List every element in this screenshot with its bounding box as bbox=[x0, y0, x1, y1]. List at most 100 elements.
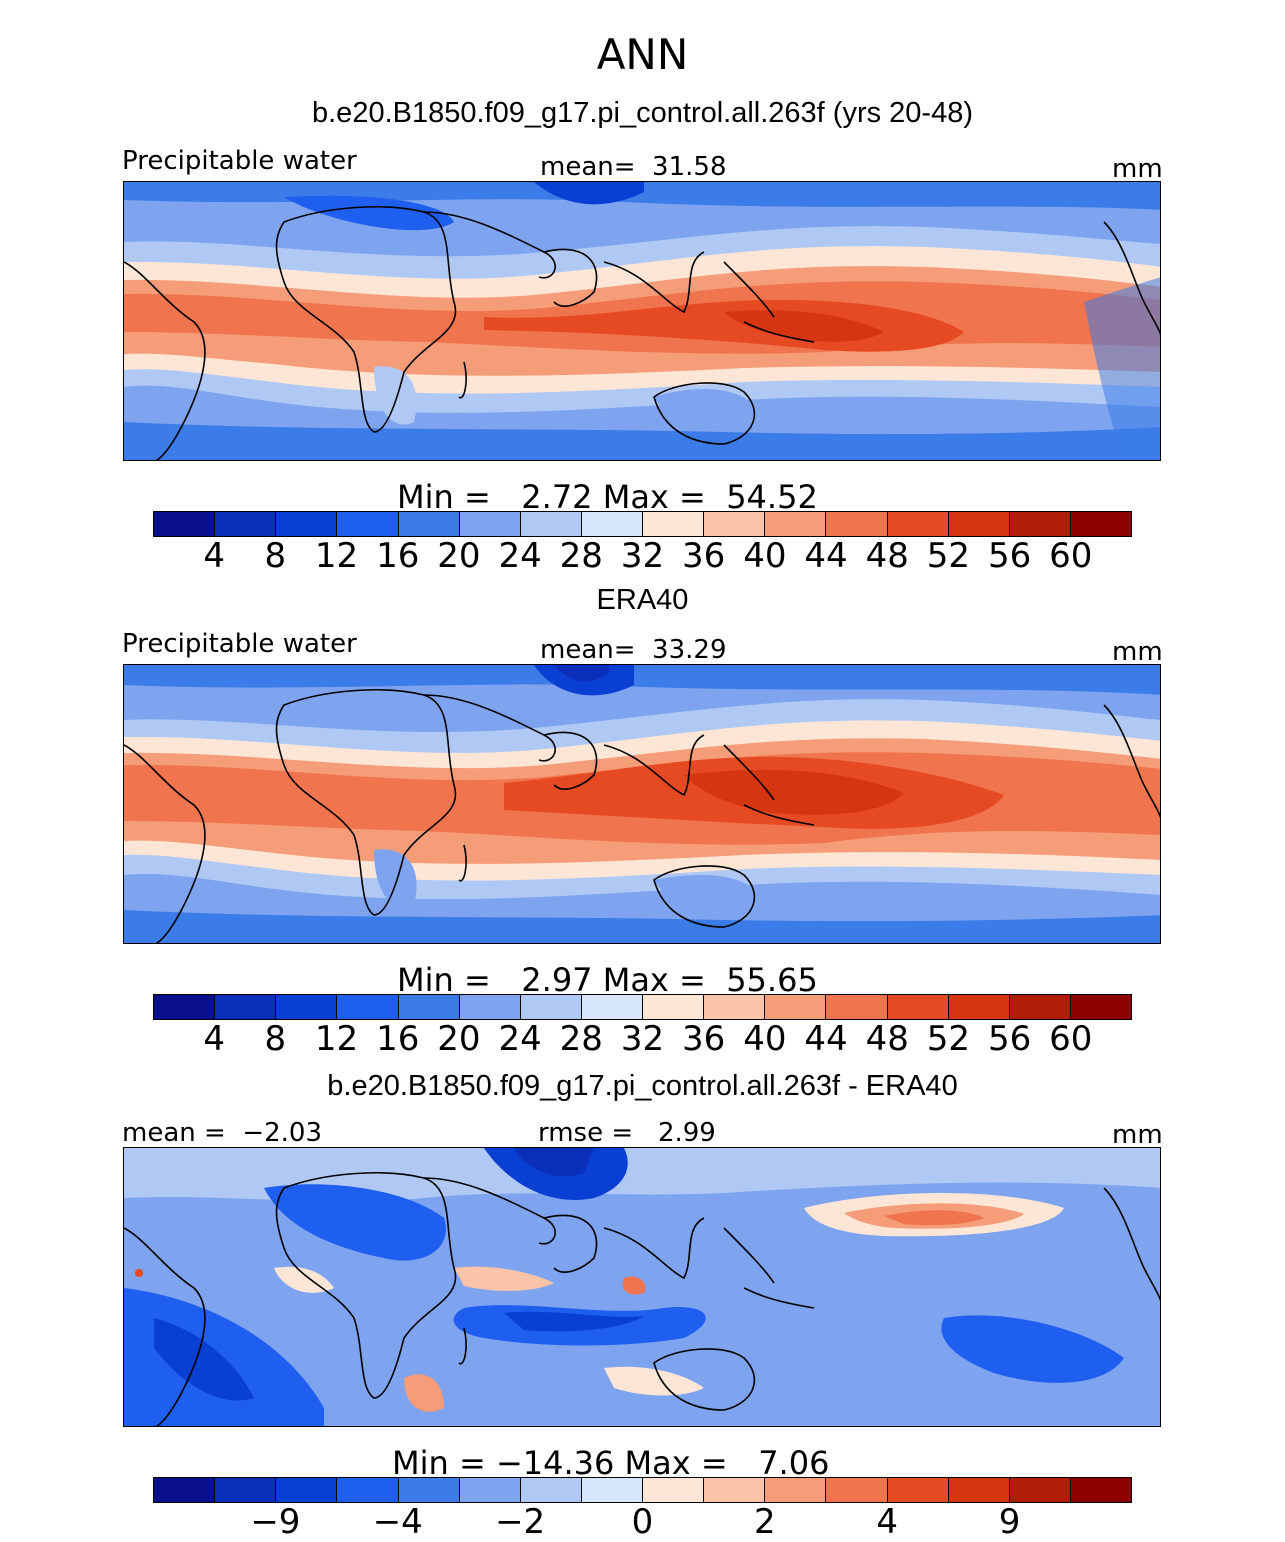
colorbar-swatch bbox=[520, 512, 582, 536]
colorbar-tick-label: 24 bbox=[498, 536, 542, 576]
panel-1-mean-label: mean= 31.58 bbox=[540, 152, 727, 182]
panel-2-case-title: ERA40 bbox=[596, 584, 689, 616]
colorbar-swatch bbox=[826, 512, 888, 536]
colorbar-swatch bbox=[154, 512, 216, 536]
panel-1-map bbox=[123, 181, 1161, 461]
panel-2-minmax: Min = 2.97 Max = 55.65 bbox=[397, 961, 818, 999]
colorbar-swatch bbox=[765, 995, 827, 1019]
panel-1-units-label: mm bbox=[1112, 154, 1163, 184]
colorbar-swatch bbox=[887, 512, 949, 536]
colorbar-swatch bbox=[154, 995, 216, 1019]
panel-2-colorbar bbox=[153, 994, 1132, 1020]
colorbar-swatch bbox=[643, 1478, 705, 1502]
colorbar-swatch bbox=[337, 512, 399, 536]
panel-3-units-label: mm bbox=[1112, 1120, 1163, 1150]
panel-1-colorbar bbox=[153, 511, 1132, 537]
panel-1-contour-field bbox=[124, 182, 1160, 460]
colorbar-swatch bbox=[1009, 1478, 1071, 1502]
colorbar-swatch bbox=[581, 1478, 643, 1502]
colorbar-swatch bbox=[459, 1478, 521, 1502]
colorbar-tick-label: 4 bbox=[203, 536, 226, 576]
colorbar-swatch bbox=[276, 512, 338, 536]
panel-3-case-title: b.e20.B1850.f09_g17.pi_control.all.263f … bbox=[327, 1070, 958, 1102]
colorbar-swatch bbox=[948, 995, 1010, 1019]
colorbar-swatch bbox=[459, 512, 521, 536]
colorbar-swatch bbox=[1070, 512, 1131, 536]
colorbar-swatch bbox=[581, 995, 643, 1019]
colorbar-tick-label: 44 bbox=[804, 536, 848, 576]
colorbar-tick-label: 24 bbox=[498, 1019, 542, 1059]
colorbar-tick-label: 32 bbox=[620, 1019, 665, 1059]
colorbar-swatch bbox=[704, 1478, 766, 1502]
colorbar-tick-label: 36 bbox=[682, 1019, 726, 1059]
colorbar-swatch bbox=[1009, 995, 1071, 1019]
colorbar-swatch bbox=[337, 1478, 399, 1502]
colorbar-swatch bbox=[765, 512, 827, 536]
colorbar-swatch bbox=[398, 995, 460, 1019]
colorbar-tick-label: 2 bbox=[754, 1502, 776, 1542]
colorbar-tick-label: 52 bbox=[926, 536, 971, 576]
panel-2-variable-label: Precipitable water bbox=[122, 629, 357, 659]
panel-3-colorbar bbox=[153, 1477, 1132, 1503]
colorbar-tick-label: 52 bbox=[926, 1019, 971, 1059]
colorbar-swatch bbox=[276, 995, 338, 1019]
colorbar-swatch bbox=[887, 995, 949, 1019]
colorbar-tick-label: 40 bbox=[743, 1019, 787, 1059]
colorbar-tick-label: 9 bbox=[998, 1502, 1021, 1542]
colorbar-tick-label: 8 bbox=[264, 1019, 287, 1059]
colorbar-tick-label: 0 bbox=[631, 1502, 654, 1542]
colorbar-swatch bbox=[520, 1478, 582, 1502]
colorbar-tick-label: 40 bbox=[743, 536, 787, 576]
colorbar-swatch bbox=[643, 512, 705, 536]
colorbar-swatch bbox=[887, 1478, 949, 1502]
panel-2-map bbox=[123, 664, 1161, 944]
colorbar-swatch bbox=[643, 995, 705, 1019]
colorbar-tick-label: 56 bbox=[987, 536, 1032, 576]
colorbar-tick-label: 60 bbox=[1049, 536, 1093, 576]
panel-3-contour-field bbox=[124, 1148, 1160, 1426]
colorbar-swatch bbox=[276, 1478, 338, 1502]
panel-1-minmax: Min = 2.72 Max = 54.52 bbox=[397, 478, 818, 516]
colorbar-swatch bbox=[520, 995, 582, 1019]
panel-2-contour-field bbox=[124, 665, 1160, 943]
colorbar-swatch bbox=[398, 1478, 460, 1502]
colorbar-tick-label: 16 bbox=[376, 536, 420, 576]
panel-3-minmax: Min = −14.36 Max = 7.06 bbox=[392, 1444, 830, 1482]
colorbar-swatch bbox=[215, 1478, 277, 1502]
colorbar-tick-label: 60 bbox=[1049, 1019, 1093, 1059]
panel-3-map bbox=[123, 1147, 1161, 1427]
colorbar-swatch bbox=[948, 1478, 1010, 1502]
colorbar-tick-label: −4 bbox=[372, 1502, 423, 1542]
colorbar-swatch bbox=[215, 995, 277, 1019]
colorbar-tick-label: 20 bbox=[437, 1019, 481, 1059]
colorbar-swatch bbox=[948, 512, 1010, 536]
colorbar-swatch bbox=[154, 1478, 216, 1502]
figure-title: ANN bbox=[596, 30, 689, 79]
colorbar-swatch bbox=[337, 995, 399, 1019]
colorbar-tick-label: −2 bbox=[495, 1502, 546, 1542]
colorbar-tick-label: −9 bbox=[250, 1502, 301, 1542]
colorbar-swatch bbox=[826, 1478, 888, 1502]
colorbar-tick-label: 32 bbox=[620, 536, 665, 576]
panel-1-colorbar-ticks: 4 8 12 16 20 24 28 32 36 40 44 48 52 56 60 bbox=[0, 536, 1285, 576]
colorbar-tick-label: 20 bbox=[437, 536, 481, 576]
panel-3-rmse-label: rmse = 2.99 bbox=[538, 1118, 716, 1148]
panel-2-mean-label: mean= 33.29 bbox=[540, 635, 727, 665]
colorbar-tick-label: 44 bbox=[804, 1019, 848, 1059]
colorbar-tick-label: 16 bbox=[376, 1019, 420, 1059]
colorbar-tick-label: 28 bbox=[559, 536, 603, 576]
panel-3-colorbar-ticks: −9 −4 −2 0 2 4 9 bbox=[0, 1502, 1285, 1542]
colorbar-swatch bbox=[765, 1478, 827, 1502]
colorbar-swatch bbox=[1009, 512, 1071, 536]
colorbar-tick-label: 28 bbox=[559, 1019, 603, 1059]
panel-2-colorbar-ticks: 4 8 12 16 20 24 28 32 36 40 44 48 52 56 60 bbox=[0, 1019, 1285, 1059]
colorbar-swatch bbox=[215, 512, 277, 536]
colorbar-tick-label: 4 bbox=[203, 1019, 226, 1059]
colorbar-tick-label: 56 bbox=[987, 1019, 1032, 1059]
colorbar-swatch bbox=[398, 512, 460, 536]
colorbar-tick-label: 4 bbox=[876, 1502, 899, 1542]
colorbar-tick-label: 48 bbox=[865, 1019, 909, 1059]
colorbar-tick-label: 8 bbox=[264, 536, 287, 576]
colorbar-swatch bbox=[1070, 1478, 1131, 1502]
panel-1-case-title: b.e20.B1850.f09_g17.pi_control.all.263f … bbox=[312, 97, 973, 129]
